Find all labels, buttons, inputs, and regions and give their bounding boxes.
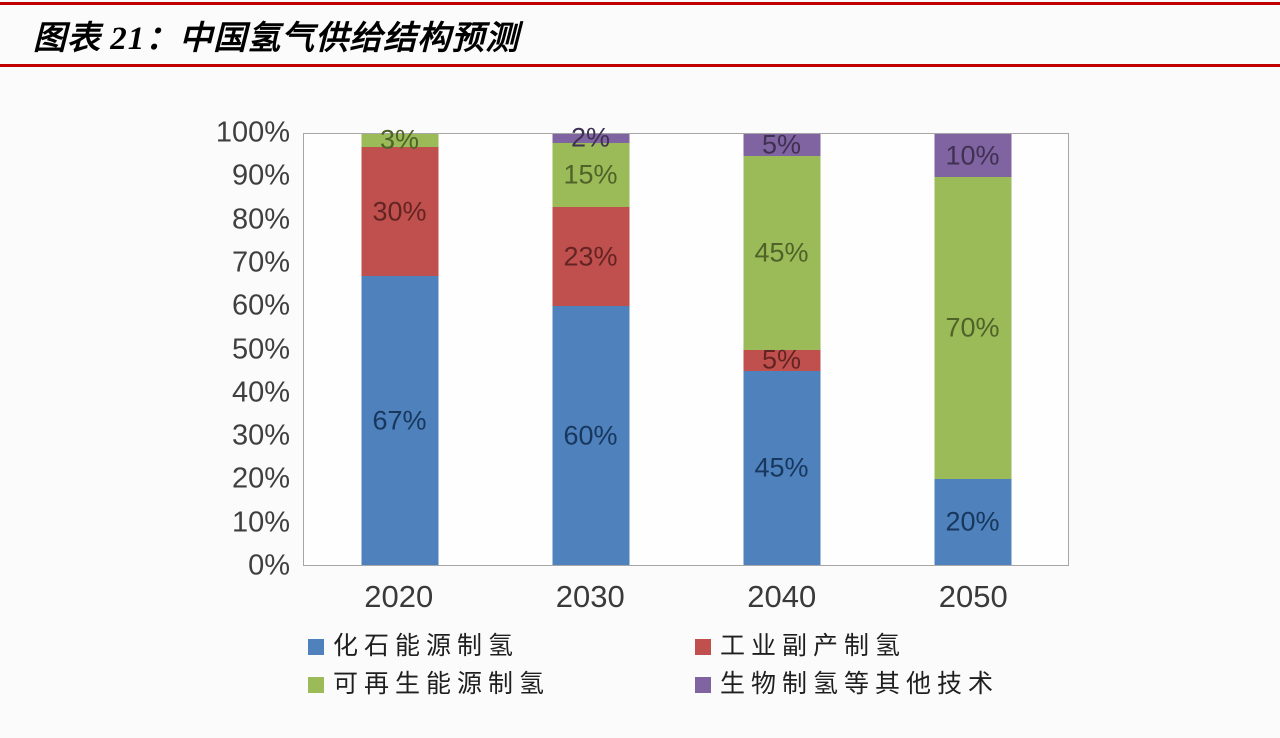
y-axis-tick: 60% bbox=[231, 289, 290, 322]
plot-area: 3% 30% 67% 2% 15% 23% 60% 5% 45% 5% 45% 10% 70% 20% bbox=[303, 124, 1069, 566]
bar-segment: 67% bbox=[361, 276, 438, 565]
y-axis-tick: 70% bbox=[231, 246, 290, 279]
legend-swatch-icon bbox=[695, 676, 711, 693]
y-axis-tick: 0% bbox=[248, 549, 290, 582]
bar-segment: 2% bbox=[552, 124, 629, 151]
legend-item: 化石能源制氢 bbox=[308, 631, 695, 662]
bar-segment-label: 67% bbox=[372, 405, 427, 436]
y-axis-tick: 80% bbox=[231, 203, 290, 236]
bar-2040: 5% 45% 5% 45% bbox=[743, 129, 820, 565]
bar-segment: 10% bbox=[934, 134, 1011, 178]
x-axis-tick: 2020 bbox=[364, 579, 434, 614]
bar-segment-label: 70% bbox=[945, 312, 1000, 343]
bar-segment: 70% bbox=[934, 177, 1011, 479]
legend-label: 化石能源制氢 bbox=[333, 633, 520, 660]
legend-swatch-icon bbox=[308, 676, 324, 693]
y-axis-tick: 10% bbox=[231, 506, 290, 539]
bar-segment: 45% bbox=[743, 155, 820, 350]
title-rule-top bbox=[0, 2, 1280, 5]
bar-segment-label: 45% bbox=[754, 452, 809, 483]
bar-segment-label: 10% bbox=[945, 140, 1000, 171]
bar-segment: 45% bbox=[743, 371, 820, 565]
bar-segment-label: 3% bbox=[379, 124, 420, 155]
bars-layer: 3% 30% 67% 2% 15% 23% 60% 5% 45% 5% 45% 10% 70% 20% bbox=[304, 124, 1068, 565]
bar-segment-label: 45% bbox=[754, 237, 809, 268]
y-axis-tick: 30% bbox=[231, 419, 290, 452]
bar-segment-label: 30% bbox=[372, 196, 427, 227]
x-axis-tick: 2040 bbox=[747, 579, 817, 614]
bar-segment-label: 20% bbox=[945, 506, 1000, 537]
y-axis-tick: 40% bbox=[231, 376, 290, 409]
legend-swatch-icon bbox=[308, 638, 324, 655]
bar-segment: 20% bbox=[934, 478, 1011, 565]
bar-segment: 5% bbox=[743, 344, 820, 375]
bar-segment: 3% bbox=[361, 126, 438, 153]
y-axis-tick: 100% bbox=[215, 116, 290, 149]
legend-label: 可再生能源制氢 bbox=[333, 671, 551, 699]
legend-item: 工业副产制氢 bbox=[695, 631, 999, 662]
legend: 化石能源制氢 工业副产制氢可再生能源制氢 生物制氢等其他技术 bbox=[308, 631, 999, 701]
bar-segment-label: 60% bbox=[563, 420, 618, 451]
x-axis-tick: 2030 bbox=[555, 579, 625, 614]
bar-segment: 30% bbox=[361, 146, 438, 277]
bar-segment: 5% bbox=[743, 129, 820, 160]
legend-swatch-icon bbox=[695, 638, 711, 655]
y-axis-tick: 90% bbox=[231, 159, 290, 192]
title-rule-bottom bbox=[0, 64, 1280, 67]
bar-segment: 60% bbox=[552, 306, 629, 565]
legend-label: 生物制氢等其他技术 bbox=[720, 671, 1000, 699]
bar-segment: 23% bbox=[552, 207, 629, 307]
y-axis-tick: 50% bbox=[231, 333, 290, 365]
bar-segment-label: 5% bbox=[761, 344, 802, 375]
y-axis-tick: 20% bbox=[231, 462, 290, 495]
bar-segment: 15% bbox=[552, 142, 629, 208]
bar-segment-label: 23% bbox=[563, 241, 618, 272]
legend-item: 可再生能源制氢 bbox=[308, 669, 695, 700]
bar-segment-label: 15% bbox=[563, 159, 618, 190]
x-axis: 2020 2030 2040 2050 bbox=[303, 579, 1069, 615]
x-axis-tick: 2050 bbox=[938, 579, 1008, 614]
bar-2030: 2% 15% 23% 60% bbox=[552, 124, 629, 565]
bar-segment-label: 2% bbox=[570, 122, 611, 153]
legend-item: 生物制氢等其他技术 bbox=[695, 669, 999, 700]
bar-2020: 3% 30% 67% bbox=[361, 126, 438, 565]
bar-2050: 10% 70% 20% bbox=[934, 134, 1011, 565]
legend-label: 工业副产制氢 bbox=[720, 633, 907, 660]
y-axis: 0% 10% 20% 30% 40% 50% 60% 70% 80% 90% 100% bbox=[0, 117, 290, 582]
page-title: 图表 21：中国氢气供给结构预测 bbox=[33, 21, 520, 57]
bar-segment-label: 5% bbox=[761, 129, 802, 160]
